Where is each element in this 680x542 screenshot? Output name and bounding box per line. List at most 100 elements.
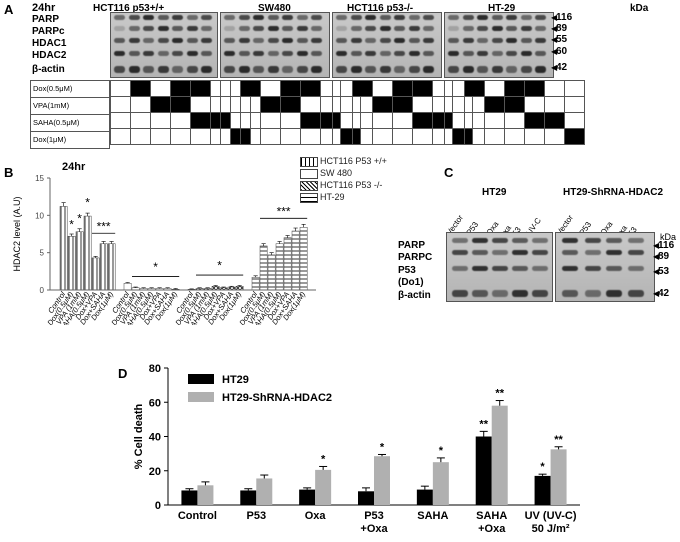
matrix-cell-off <box>130 112 151 129</box>
matrix-cell-on <box>130 80 151 97</box>
kda-marker-89: 89 <box>556 23 568 34</box>
matrix-cell-on <box>412 80 433 97</box>
blot-band <box>365 66 376 73</box>
kda-label-a: kDa <box>630 3 649 14</box>
matrix-cell-on <box>260 96 281 113</box>
blot-band <box>492 290 508 297</box>
blot-band <box>606 250 622 255</box>
blot-band <box>520 51 532 56</box>
blot-band <box>506 51 517 56</box>
panel-c-group-ht29: HT29 <box>482 187 507 198</box>
blot-band <box>477 38 488 43</box>
blot-band <box>491 15 503 20</box>
blot-band <box>311 26 322 31</box>
panel-c-letter: C <box>444 165 454 180</box>
blot-band <box>128 15 140 20</box>
blot-band <box>157 38 169 43</box>
blot-band <box>114 66 125 73</box>
sig-star-d: ** <box>495 388 504 400</box>
blot-band <box>201 66 212 73</box>
y-axis-label-b: HDAC2 level (A.U) <box>12 196 22 271</box>
y-tick-label-d: 80 <box>149 363 161 375</box>
matrix-cell-off <box>524 96 545 113</box>
blot-band <box>628 250 644 255</box>
arrow-marker: ◀ <box>653 267 660 276</box>
blot-band <box>423 66 434 73</box>
bar-b <box>123 283 132 291</box>
blot-band <box>472 266 488 271</box>
matrix-cell-on <box>170 80 191 97</box>
arrow-marker: ◀ <box>653 289 660 298</box>
matrix-cell-off <box>280 128 301 145</box>
matrix-cell-on <box>372 96 393 113</box>
y-tick-label-d: 0 <box>155 500 161 512</box>
matrix-cell-off <box>300 96 321 113</box>
bar-b <box>259 245 268 291</box>
bar-d <box>374 456 390 505</box>
blot-band <box>282 66 293 73</box>
x-tick-label-d: SAHA <box>417 510 448 522</box>
x-tick-label-d: 50 J/m² <box>532 523 570 535</box>
matrix-cell-off <box>332 128 353 145</box>
blot-band <box>114 15 125 20</box>
blot-band <box>512 238 528 243</box>
blot-band <box>462 15 474 20</box>
blot-band <box>311 51 322 56</box>
blot-band <box>267 51 279 56</box>
bar-d <box>299 489 316 505</box>
sig-star-d: ** <box>554 434 563 446</box>
blot-band <box>448 15 459 20</box>
blot-band <box>512 266 528 271</box>
treatment-dox-1: Dox(1μM) <box>31 132 109 149</box>
blot-band <box>296 38 308 43</box>
matrix-cell-off <box>444 96 465 113</box>
matrix-cell-on <box>352 80 373 97</box>
blot-band <box>379 51 391 56</box>
matrix-cell-off <box>220 128 241 145</box>
bar-d <box>534 475 551 505</box>
bar-d <box>358 491 374 505</box>
matrix-cell-off <box>412 128 433 145</box>
blot-band <box>506 66 517 73</box>
legend-swatch-b <box>300 181 318 191</box>
bar-b <box>283 237 292 291</box>
blot-band <box>143 15 154 20</box>
bar-d <box>491 405 508 505</box>
row-label-hdac1: HDAC1 <box>32 38 67 49</box>
matrix-cell-off <box>464 96 485 113</box>
blot-band <box>379 26 391 31</box>
blot-band <box>282 15 293 20</box>
blot-band <box>267 26 279 31</box>
arrow-marker: ◀ <box>653 241 660 250</box>
legend-swatch-d <box>188 392 214 402</box>
y-axis-label-d: % Cell death <box>133 404 145 470</box>
panel-a-letter: A <box>4 2 14 17</box>
legend-label-b: HT-29 <box>320 192 345 202</box>
matrix-cell-on <box>544 112 565 129</box>
blot-band <box>172 51 183 56</box>
blot-band <box>238 26 250 31</box>
treatment-vpa: VPA(1mM) <box>31 98 109 115</box>
bar-b <box>67 235 76 291</box>
blot-band <box>224 26 235 31</box>
matrix-cell-off <box>332 80 353 97</box>
blot-band <box>491 38 503 43</box>
arrow-marker: ◀ <box>551 47 558 56</box>
blot-band <box>238 38 250 43</box>
blot-band <box>379 38 391 43</box>
bar-d <box>256 478 273 505</box>
matrix-cell-on <box>190 112 211 129</box>
blot-band <box>128 38 140 43</box>
kda-label-c: kDa <box>660 232 677 242</box>
matrix-cell-off <box>190 128 211 145</box>
y-tick-label-d: 20 <box>149 466 161 478</box>
blot-band <box>350 66 362 73</box>
blot-band <box>462 38 474 43</box>
bar-d <box>315 469 332 505</box>
blot-band <box>336 15 347 20</box>
kda-marker-55: 55 <box>556 34 568 45</box>
blot-band <box>535 66 546 73</box>
blot-band <box>350 38 362 43</box>
blot-band <box>253 26 264 31</box>
blot-band <box>512 290 528 297</box>
